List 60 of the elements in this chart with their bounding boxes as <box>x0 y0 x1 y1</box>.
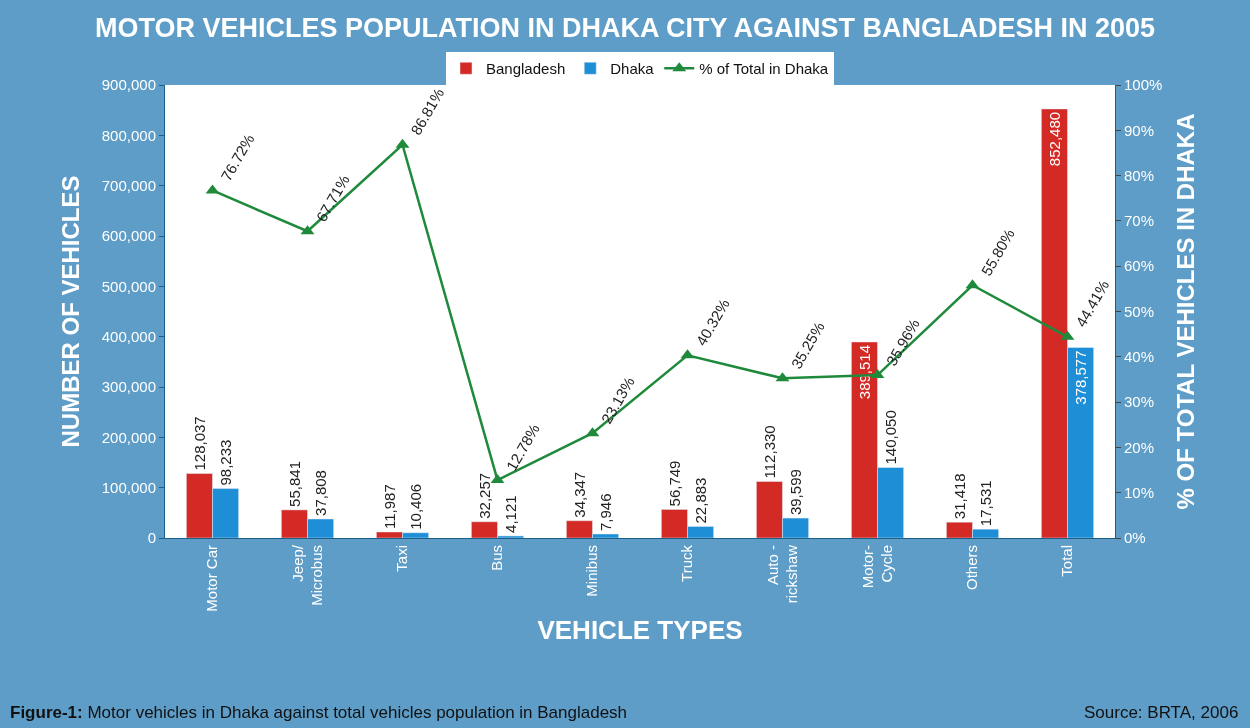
data-label: 32,257 <box>475 472 493 519</box>
y2-tick-label: 60% <box>1124 257 1155 275</box>
data-label: 140,050 <box>882 410 900 465</box>
legend-label: Dhaka <box>610 60 655 78</box>
data-label: 31,418 <box>950 473 968 520</box>
data-label: 4,121 <box>502 495 520 533</box>
y2-tick-label: 30% <box>1124 393 1155 411</box>
x-axis-title: VEHICLE TYPES <box>537 615 743 646</box>
x-tick-label: Bus <box>488 545 506 571</box>
y2-tick-label: 50% <box>1124 302 1155 320</box>
y-tick-label: 900,000 <box>101 76 156 94</box>
x-tick-label: Others <box>963 545 981 591</box>
data-label: 852,480 <box>1045 111 1063 167</box>
data-label: 22,883 <box>692 477 710 524</box>
y-tick-label: 0 <box>147 529 156 547</box>
data-label: 34,347 <box>570 471 588 518</box>
data-label: 55,841 <box>285 461 303 507</box>
x-tick-label: Minibus <box>583 545 601 597</box>
legend-label: Bangladesh <box>486 60 566 78</box>
x-tick-label: Taxi <box>393 545 411 572</box>
y2-axis-title: % OF TOTAL VEHICLES IN DHAKA <box>1171 113 1199 510</box>
y-tick-label: 500,000 <box>101 277 156 295</box>
data-label: 378,577 <box>1072 350 1090 405</box>
y-tick-label: 800,000 <box>101 126 156 144</box>
y2-tick-label: 80% <box>1124 166 1155 184</box>
data-label: 39,599 <box>787 469 805 516</box>
data-label: 112,330 <box>760 425 778 479</box>
y-axis-title: NUMBER OF VEHICLES <box>56 175 84 448</box>
x-tick-label: Jeep/ Microbus <box>288 544 326 606</box>
y2-tick-label: 70% <box>1124 212 1155 230</box>
y2-tick-label: 20% <box>1124 438 1155 456</box>
y-tick-label: 100,000 <box>101 478 156 496</box>
legend-label: % of Total in Dhaka <box>699 60 829 78</box>
y-tick-label: 300,000 <box>101 378 156 396</box>
source-note: Source: BRTA, 2006 <box>1084 703 1239 722</box>
text: Figure-1: Motor vehicles in Dhaka against total vehicles population in Bangladesh <box>10 703 628 722</box>
data-label: 98,233 <box>217 439 235 486</box>
data-label: 17,531 <box>977 480 995 527</box>
data-label: 11,987 <box>380 484 398 529</box>
y-tick-label: 600,000 <box>101 227 156 245</box>
x-tick-label: Total <box>1058 545 1076 577</box>
y2-tick-label: 0% <box>1124 529 1146 547</box>
data-label: 389,514 <box>855 344 873 400</box>
data-label: 7,946 <box>597 493 615 531</box>
y2-tick-label: 100% <box>1124 76 1163 94</box>
y2-tick-label: 10% <box>1124 483 1155 501</box>
y-tick-label: 700,000 <box>101 176 156 194</box>
data-label: 128,037 <box>190 416 208 471</box>
chart-title: MOTOR VEHICLES POPULATION IN DHAKA CITY AGAINST BANGLADESH IN 2005 <box>94 13 1156 44</box>
x-tick-label: Motor- Cycle <box>858 545 896 589</box>
x-tick-label: Motor Car <box>203 545 221 612</box>
y-tick-label: 400,000 <box>101 327 156 345</box>
data-label: 56,749 <box>665 460 683 507</box>
data-label: 37,808 <box>312 470 330 516</box>
data-label: 10,406 <box>407 483 425 530</box>
y2-tick-label: 40% <box>1124 348 1155 366</box>
y-tick-label: 200,000 <box>101 428 156 446</box>
x-tick-label: Truck <box>678 544 696 582</box>
y2-tick-label: 90% <box>1124 121 1155 139</box>
x-tick-label: Auto - rickshaw <box>763 544 801 604</box>
